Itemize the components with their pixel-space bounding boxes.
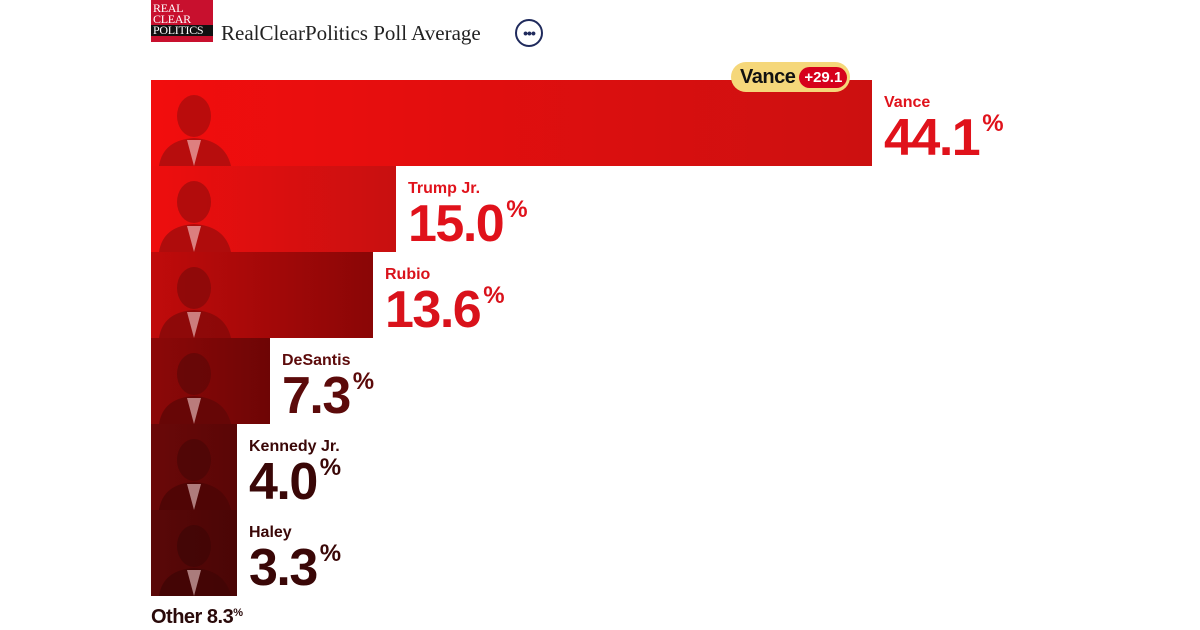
bar-kennedy-jr <box>151 424 237 510</box>
other-unit: % <box>233 607 243 619</box>
bar-rubio <box>151 252 373 338</box>
bar-label: DeSantis 7.3% <box>282 352 374 422</box>
bar-haley <box>151 510 237 596</box>
percent-unit: % <box>506 196 528 223</box>
candidate-portrait-icon <box>159 95 231 166</box>
logo-line-3: POLITICS <box>151 24 213 36</box>
candidate-name: Trump Jr. <box>408 180 481 197</box>
candidate-portrait-icon <box>159 181 231 252</box>
leader-name: Vance <box>740 65 796 88</box>
logo-line-2: CLEAR <box>153 12 191 26</box>
candidate-name: Rubio <box>385 266 431 283</box>
percent-unit: % <box>483 282 505 309</box>
percent-unit: % <box>982 110 1004 137</box>
candidate-value: 7.3 <box>282 367 351 425</box>
bar-label: Kennedy Jr. 4.0% <box>249 438 341 508</box>
candidate-portrait-icon <box>159 439 231 510</box>
candidate-name: Haley <box>249 524 292 541</box>
leader-margin: +29.1 <box>799 66 848 88</box>
candidate-name: DeSantis <box>282 352 351 369</box>
candidate-value: 3.3 <box>249 539 318 597</box>
candidate-portrait-icon <box>159 267 231 338</box>
candidate-portrait-icon <box>159 353 231 424</box>
candidate-name: Kennedy Jr. <box>249 438 340 455</box>
bar-label: Vance 44.1% <box>884 94 1004 164</box>
bar-label: Haley 3.3% <box>249 524 341 594</box>
ellipsis-icon: ••• <box>523 25 536 41</box>
rcp-logo: REAL CLEAR POLITICS <box>151 0 213 42</box>
bar-vance <box>151 80 872 166</box>
candidate-value: 44.1 <box>884 109 981 167</box>
candidate-value: 15.0 <box>408 195 505 253</box>
leader-badge: Vance +29.1 <box>731 62 850 92</box>
other-share: Other 8.3% <box>151 606 243 629</box>
other-label: Other <box>151 606 202 628</box>
candidate-value: 4.0 <box>249 453 318 511</box>
other-value: 8.3 <box>206 606 234 628</box>
bar-label: Rubio 13.6% <box>385 266 505 336</box>
bar-desantis <box>151 338 270 424</box>
candidate-value: 13.6 <box>385 281 482 339</box>
logo-line-1: REAL <box>153 1 184 15</box>
candidate-portrait-icon <box>159 525 231 596</box>
percent-unit: % <box>319 540 342 567</box>
bar-label: Trump Jr. 15.0% <box>408 180 528 250</box>
candidate-name: Vance <box>884 94 931 111</box>
bar-trump-jr <box>151 166 396 252</box>
chart-title: RealClearPolitics Poll Average <box>221 21 481 45</box>
percent-unit: % <box>319 454 342 481</box>
more-options-button[interactable]: ••• <box>515 19 543 47</box>
percent-unit: % <box>352 368 375 395</box>
